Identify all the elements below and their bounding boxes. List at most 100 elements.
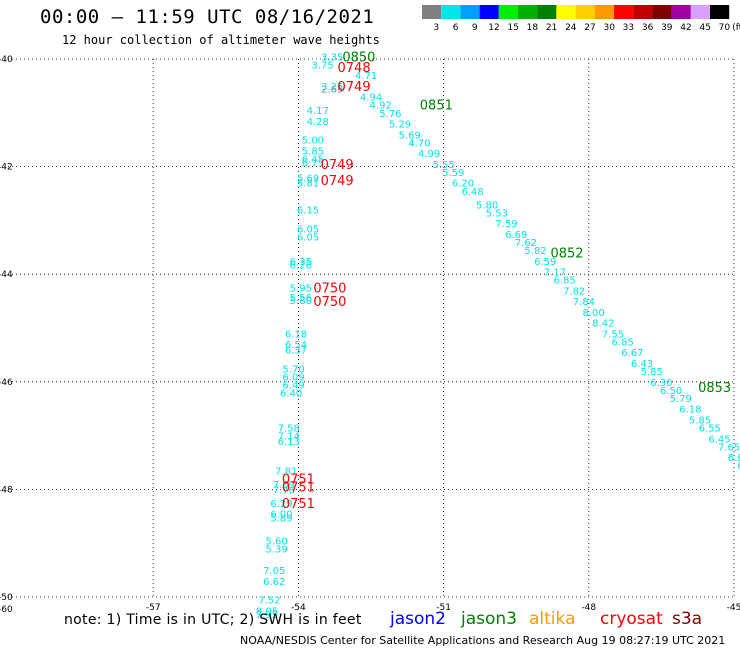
swh-value-label: 4.94 (360, 93, 382, 104)
swh-value-label: 5.80 (476, 200, 498, 211)
swh-value-label: 6.13 (278, 437, 300, 448)
pass-time-label: 0748 (338, 61, 371, 76)
legend-label: 33 (623, 23, 634, 33)
swh-value-label: 5.85 (641, 367, 663, 378)
pass-time-label: 0749 (321, 174, 354, 189)
pass-time-label: 0750 (313, 295, 346, 310)
legend-swatch (671, 5, 691, 19)
swh-value-label: 8.05 (256, 606, 278, 617)
swh-value-label: 6.67 (621, 348, 643, 359)
swh-value-label: 7.65 (718, 442, 740, 453)
pass-time-label: 0750 (313, 282, 346, 297)
legend-swatch (652, 5, 672, 19)
legend-swatch (518, 5, 538, 19)
legend-label: 15 (507, 23, 518, 33)
swh-value-label: 7.76 (273, 485, 295, 496)
swh-value-label: 6.59 (534, 257, 556, 268)
swh-value-label: 6.54 (285, 340, 307, 351)
pass-time-label: 0852 (550, 247, 583, 262)
legend-swatch (614, 5, 634, 19)
swh-value-label: 4.17 (307, 106, 329, 117)
swh-value-label: 6.49 (282, 380, 304, 391)
lat-tick-label: -46 (0, 378, 13, 388)
lat-tick-label: -50 (0, 593, 13, 603)
pass-time-label: 0751 (282, 473, 315, 488)
swh-value-label: 5.79 (670, 394, 692, 405)
legend-label: 36 (642, 23, 654, 33)
legend-swatch (556, 5, 576, 19)
legend-swatch (537, 5, 557, 19)
swh-value-label: 6.50 (660, 386, 682, 397)
swh-value-label: 5.81 (297, 179, 319, 190)
swh-value-label: 6.85 (553, 276, 575, 287)
footer-note: note: 1) Time is in UTC; 2) SWH is in fe… (64, 612, 362, 628)
swh-value-label: 5.56 (290, 293, 312, 304)
swh-value-label: 3.35 (321, 52, 343, 63)
swh-value-label: 6.85 (612, 337, 634, 348)
swh-value-label: 5.85 (689, 415, 711, 426)
swh-value-label: 5.69 (399, 130, 421, 141)
swh-value-label: 4.28 (307, 117, 329, 128)
corner-tick-label: -60 (0, 605, 13, 615)
swh-value-label: 3.75 (311, 60, 333, 71)
swh-value-label: 5.69 (297, 173, 319, 184)
legend-label: 27 (584, 23, 595, 33)
legend-label: 21 (546, 23, 557, 33)
swh-value-label: 5.60 (265, 537, 287, 548)
legend-label: 30 (603, 23, 615, 33)
swh-value-label: 4.71 (355, 71, 377, 82)
swh-value-label: 6.30 (650, 378, 672, 389)
swh-value-label: 6.18 (679, 405, 701, 416)
swh-value-label: 7.17 (544, 268, 566, 279)
swh-value-label: 6.15 (297, 206, 319, 217)
swh-value-label: 5.39 (265, 545, 287, 556)
legend-label: 45 (699, 23, 710, 33)
swh-value-label: 5.55 (432, 160, 454, 171)
swh-value-label: 5.82 (524, 246, 546, 257)
satellite-altika-label: altika (529, 609, 576, 629)
swh-value-label: 7.05 (263, 566, 285, 577)
swh-value-label: 6.43 (631, 359, 653, 370)
lon-tick-label: -48 (581, 603, 596, 613)
swh-value-label: 6.69 (505, 230, 527, 241)
swh-value-label: 7.95 (256, 610, 278, 621)
page-title: 00:00 – 11:59 UTC 08/16/2021 (40, 6, 375, 28)
swh-value-label: 6.35 (290, 257, 312, 268)
lat-tick-label: -40 (0, 55, 13, 65)
lon-tick-label: -54 (291, 603, 306, 613)
swh-value-label: 5.76 (379, 109, 401, 120)
legend-swatch (594, 5, 614, 19)
lon-tick-label: -57 (146, 603, 161, 613)
pass-time-label: 0751 (282, 497, 315, 512)
satellite-jason3-label: jason3 (461, 609, 517, 629)
swh-value-label: 6.28 (290, 261, 312, 272)
swh-value-label: 2.65 (321, 85, 343, 96)
swh-value-label: 8.42 (592, 319, 614, 330)
swh-value-label: 5.95 (290, 284, 312, 295)
swh-value-label: 5.53 (486, 208, 508, 219)
satellite-cryosat-label: cryosat (600, 609, 663, 629)
swh-value-label: 6.05 (297, 233, 319, 244)
swh-value-label: 4.99 (418, 149, 440, 160)
swh-value-label: 7.81 (275, 467, 297, 478)
legend-swatch (575, 5, 595, 19)
swh-value-label: 3.25 (321, 82, 343, 93)
legend-swatch (441, 5, 461, 19)
swh-value-label: 6.20 (452, 179, 474, 190)
swh-value-label: 7.82 (563, 286, 585, 297)
swh-value-label: 6.37 (285, 346, 307, 357)
swh-value-label: 6.40 (280, 389, 302, 400)
legend-label: 39 (661, 23, 673, 33)
legend-swatch (690, 5, 710, 19)
pass-time-label: 0751 (282, 481, 315, 496)
swh-value-label: 6.18 (285, 329, 307, 340)
legend-swatch (460, 5, 480, 19)
swh-value-label: 5.89 (270, 513, 292, 524)
legend-unit: (ft) (732, 23, 740, 33)
swh-value-label: 6.05 (297, 224, 319, 235)
swh-value-label: 6.75 (302, 158, 324, 169)
legend-swatch (498, 5, 518, 19)
swh-value-label: 7.55 (602, 329, 624, 340)
